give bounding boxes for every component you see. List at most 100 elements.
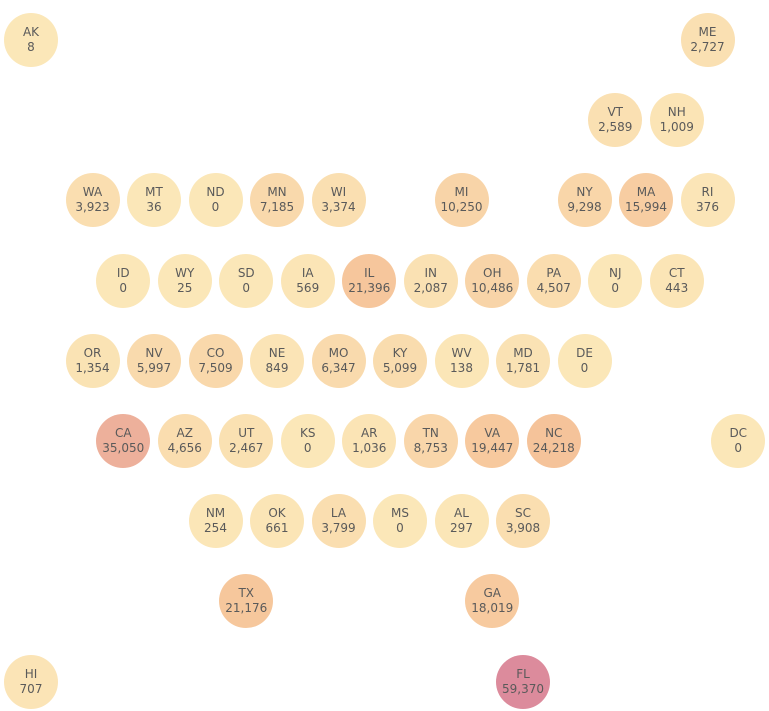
state-abbr-label: OR	[83, 345, 102, 360]
state-value-label: 0	[119, 280, 128, 295]
state-abbr-label: GA	[483, 586, 501, 601]
state-abbr-label: IN	[424, 265, 437, 280]
state-tile-md[interactable]: MD 1,781	[496, 333, 550, 388]
state-tile-al[interactable]: AL 297	[434, 494, 489, 549]
state-abbr-label: KY	[392, 345, 408, 360]
state-tile-az[interactable]: AZ 4,656	[157, 414, 212, 468]
state-abbr-label: AK	[22, 25, 40, 39]
state-tile-me[interactable]: ME 2,727	[680, 13, 735, 67]
state-abbr-label: PA	[546, 265, 562, 280]
state-value-label: 9,298	[567, 200, 602, 215]
state-tile-nv[interactable]: NV 5,997	[127, 333, 181, 388]
state-abbr-label: OK	[268, 506, 286, 521]
state-abbr-label: VA	[484, 426, 501, 440]
state-tile-mi[interactable]: MI 10,250	[434, 173, 489, 228]
state-value-label: 0	[242, 280, 251, 295]
state-value-label: 35,050	[102, 441, 145, 455]
state-value-label: 24,218	[532, 441, 575, 455]
state-tile-ar[interactable]: AR 1,036	[342, 414, 397, 468]
state-abbr-label: TN	[422, 426, 439, 440]
state-value-label: 0	[303, 441, 312, 455]
state-tile-id[interactable]: ID 0	[96, 253, 151, 308]
state-tile-ky[interactable]: KY 5,099	[373, 333, 427, 388]
state-tile-ok[interactable]: OK 661	[250, 494, 304, 549]
state-abbr-label: MA	[636, 185, 656, 200]
state-value-label: 1,354	[75, 360, 110, 375]
state-tile-ms[interactable]: MS 0	[373, 494, 427, 549]
state-abbr-label: NH	[667, 105, 686, 120]
state-value-label: 36	[146, 200, 162, 215]
state-tile-vt[interactable]: VT 2,589	[588, 93, 643, 148]
state-abbr-label: LA	[330, 506, 347, 521]
state-abbr-label: MN	[267, 185, 287, 200]
state-tile-co[interactable]: CO 7,509	[188, 333, 243, 388]
state-tile-or[interactable]: OR 1,354	[65, 333, 120, 388]
state-tile-wv[interactable]: WV 138	[434, 333, 489, 388]
state-tile-nc[interactable]: NC 24,218	[526, 414, 581, 468]
state-tile-nd[interactable]: ND 0	[188, 173, 243, 228]
state-value-label: 0	[580, 360, 589, 375]
state-tile-sd[interactable]: SD 0	[219, 253, 274, 308]
state-value-label: 297	[450, 521, 473, 536]
state-abbr-label: WY	[175, 265, 195, 280]
state-value-label: 2,589	[598, 120, 633, 135]
state-tile-ca[interactable]: CA 35,050	[96, 414, 151, 468]
state-value-label: 569	[296, 280, 320, 295]
state-tile-mn[interactable]: MN 7,185	[250, 173, 304, 228]
state-tile-ks[interactable]: KS 0	[280, 414, 335, 468]
state-tile-mt[interactable]: MT 36	[127, 173, 181, 228]
state-tile-ak[interactable]: AK 8	[4, 13, 58, 67]
state-value-label: 19,447	[471, 441, 514, 455]
state-abbr-label: NC	[545, 426, 563, 440]
state-abbr-label: IA	[301, 265, 314, 280]
state-tile-sc[interactable]: SC 3,908	[496, 494, 550, 549]
state-tile-in[interactable]: IN 2,087	[403, 253, 458, 308]
state-abbr-label: IL	[364, 265, 375, 280]
state-tile-ct[interactable]: CT 443	[649, 253, 704, 308]
state-value-label: 3,908	[505, 521, 541, 536]
state-value-label: 5,099	[382, 360, 418, 375]
state-abbr-label: AR	[360, 426, 378, 440]
state-tile-wy[interactable]: WY 25	[157, 253, 212, 308]
state-abbr-label: MI	[454, 185, 469, 200]
state-abbr-label: KS	[300, 426, 316, 440]
state-tile-il[interactable]: IL 21,396	[342, 253, 397, 308]
state-abbr-label: WV	[451, 345, 472, 360]
state-tile-tx[interactable]: TX 21,176	[219, 574, 274, 629]
state-tile-nh[interactable]: NH 1,009	[649, 93, 704, 148]
state-tile-ut[interactable]: UT 2,467	[219, 414, 274, 468]
state-tile-ga[interactable]: GA 18,019	[465, 574, 520, 629]
state-abbr-label: MD	[513, 345, 533, 360]
state-tile-ma[interactable]: MA 15,994	[619, 173, 673, 228]
state-tile-wa[interactable]: WA 3,923	[65, 173, 120, 228]
state-tile-ia[interactable]: IA 569	[280, 253, 335, 308]
state-abbr-label: HI	[24, 666, 38, 681]
state-value-label: 18,019	[471, 601, 514, 616]
state-tile-hi[interactable]: HI 707	[4, 654, 58, 709]
state-tile-oh[interactable]: OH 10,486	[465, 253, 520, 308]
state-tile-nj[interactable]: NJ 0	[588, 253, 643, 308]
state-tile-tn[interactable]: TN 8,753	[403, 414, 458, 468]
state-tile-va[interactable]: VA 19,447	[465, 414, 520, 468]
state-value-label: 1,036	[352, 441, 387, 455]
state-tile-dc[interactable]: DC 0	[711, 414, 766, 468]
state-tile-nm[interactable]: NM 254	[188, 494, 243, 549]
state-abbr-label: NY	[576, 185, 593, 200]
state-abbr-label: AZ	[176, 426, 193, 440]
state-abbr-label: NE	[268, 345, 286, 360]
state-tile-ri[interactable]: RI 376	[680, 173, 735, 228]
state-tile-pa[interactable]: PA 4,507	[526, 253, 581, 308]
state-tile-ne[interactable]: NE 849	[250, 333, 304, 388]
state-tile-la[interactable]: LA 3,799	[311, 494, 366, 549]
state-value-label: 2,087	[413, 280, 448, 295]
state-value-label: 10,486	[471, 280, 514, 295]
state-abbr-label: WI	[330, 185, 347, 200]
state-tile-wi[interactable]: WI 3,374	[311, 173, 366, 228]
state-tile-fl[interactable]: FL 59,370	[496, 654, 550, 709]
state-tile-mo[interactable]: MO 6,347	[311, 333, 366, 388]
state-abbr-label: OH	[483, 265, 502, 280]
state-tile-ny[interactable]: NY 9,298	[557, 173, 612, 228]
state-value-label: 443	[665, 280, 689, 295]
state-tile-de[interactable]: DE 0	[557, 333, 612, 388]
